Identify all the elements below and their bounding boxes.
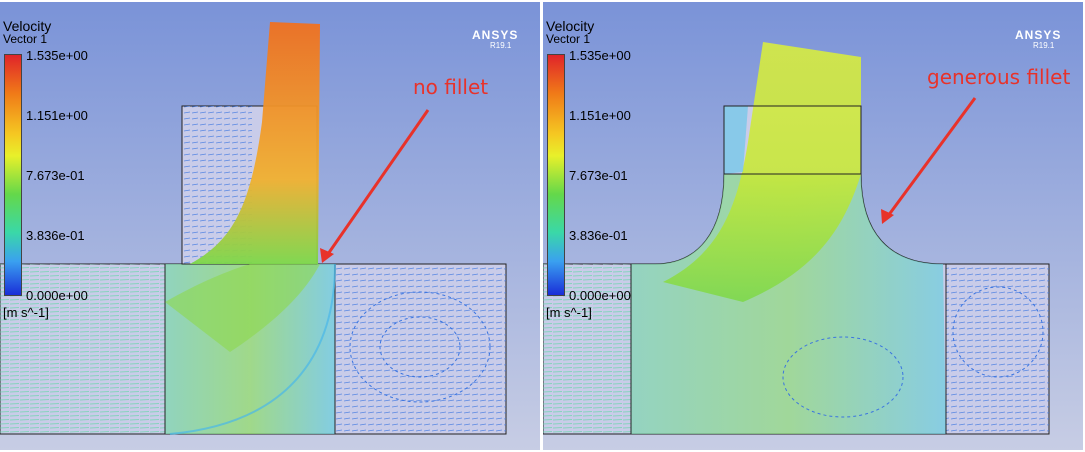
legend-tick: 3.836e-01: [26, 228, 85, 243]
legend-tick: 7.673e-01: [569, 168, 628, 183]
recirculation-vortex-inner: [379, 316, 461, 378]
legend-tick: 1.151e+00: [569, 108, 631, 123]
legend-title: Velocity: [3, 18, 52, 34]
annotation-arrowhead: [881, 209, 894, 224]
legend-subtitle: Vector 1: [3, 32, 48, 46]
ansys-version: R19.1: [1033, 41, 1055, 50]
legend-subtitle: Vector 1: [546, 32, 591, 46]
main-pipe-downstream-flow: [335, 264, 506, 434]
legend-tick: 0.000e+00: [26, 288, 88, 303]
legend-title: Velocity: [546, 18, 595, 34]
annotation-arrow: [326, 109, 430, 255]
annotation-arrow: [886, 97, 977, 217]
branch-jet: [663, 42, 861, 302]
left-viewport: [0, 2, 540, 450]
legend-tick: 0.000e+00: [569, 288, 631, 303]
annotation-arrowhead: [320, 248, 334, 263]
legend-tick: 1.535e+00: [26, 48, 88, 63]
recirculation-vortex: [952, 286, 1044, 378]
colorbar: [4, 54, 22, 296]
main-pipe-upstream-flow: [0, 264, 165, 434]
right-viewport: [543, 2, 1083, 450]
annotation-label: generous fillet: [927, 65, 1071, 89]
ansys-logo: ANSYS: [472, 28, 519, 42]
legend-units: [m s^-1]: [3, 305, 49, 320]
recirculation-vortex: [349, 291, 491, 403]
main-pipe-junction-flow: [631, 174, 946, 434]
legend-tick: 1.151e+00: [26, 108, 88, 123]
legend-tick: 1.535e+00: [569, 48, 631, 63]
ansys-logo: ANSYS: [1015, 28, 1062, 42]
branch-left-flow: [724, 106, 748, 174]
colorbar: [547, 54, 565, 296]
main-pipe-downstream-flow: [946, 264, 1049, 434]
branch-outline: [723, 105, 862, 175]
legend-units: [m s^-1]: [546, 305, 592, 320]
left-panel: Velocity Vector 1 1.535e+00 1.151e+00 7.…: [0, 2, 540, 450]
jet-arc: [169, 263, 336, 435]
ansys-version: R19.1: [490, 41, 512, 50]
right-panel: Velocity Vector 1 1.535e+00 1.151e+00 7.…: [543, 2, 1083, 450]
legend-tick: 3.836e-01: [569, 228, 628, 243]
jet-inflow: [165, 264, 320, 352]
recirculation-vortex-center: [782, 336, 904, 418]
annotation-label: no fillet: [413, 75, 489, 99]
legend-tick: 7.673e-01: [26, 168, 85, 183]
branch-jet: [190, 22, 320, 264]
